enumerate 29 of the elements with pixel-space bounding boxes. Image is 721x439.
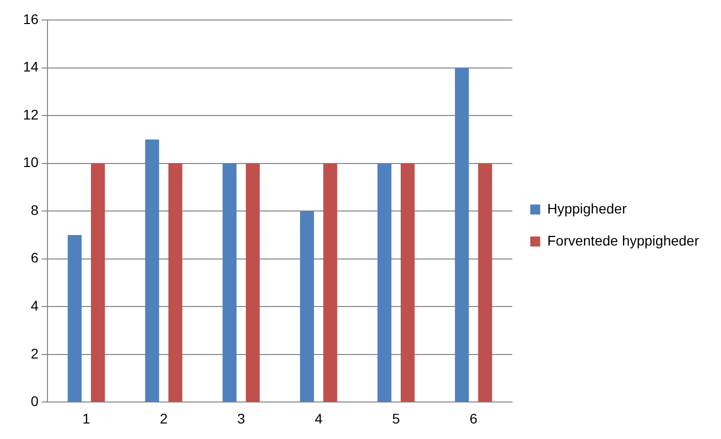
y-tick-label: 14 [22, 58, 39, 75]
bar [145, 139, 160, 402]
bar [222, 163, 237, 402]
legend-label: Hyppigheder [547, 200, 627, 216]
bar [454, 68, 469, 402]
legend-label: Forventede hyppigheder [547, 232, 700, 248]
x-tick-label: 1 [82, 410, 90, 426]
bar [168, 163, 182, 402]
bar [90, 163, 105, 402]
bar [246, 163, 260, 402]
y-tick-label: 10 [22, 154, 39, 170]
bar [400, 163, 415, 402]
bar [68, 234, 82, 402]
x-tick-label: 2 [160, 410, 168, 426]
y-tick-label: 2 [30, 345, 39, 362]
y-tick-label: 12 [22, 106, 39, 122]
bar [300, 211, 314, 402]
y-tick-label: 0 [30, 393, 39, 410]
y-tick-label: 16 [22, 10, 39, 27]
y-tick-label: 4 [30, 298, 39, 314]
bar [478, 163, 492, 402]
x-tick-label: 6 [470, 410, 478, 426]
y-tick-label: 8 [30, 202, 39, 218]
x-tick-label: 4 [314, 410, 323, 426]
bar [377, 163, 392, 402]
bar [323, 163, 338, 402]
y-tick-label: 6 [30, 250, 39, 266]
x-tick-label: 3 [237, 410, 246, 426]
x-tick-label: 5 [392, 410, 400, 426]
